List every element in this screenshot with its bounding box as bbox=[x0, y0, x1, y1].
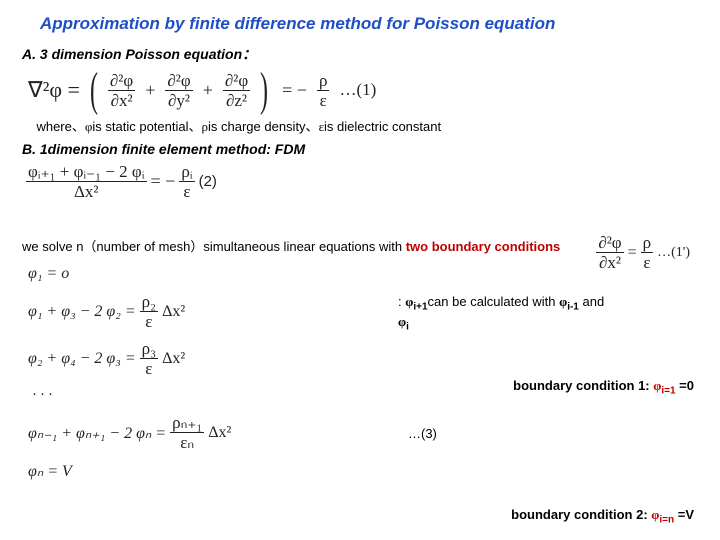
boundary-condition-1: boundary condition 1: φi=1 =0 bbox=[513, 378, 694, 397]
equation-1-prime: ∂²φ ∂x² = ρ ε …(1') bbox=[596, 234, 690, 271]
equation-2: φᵢ₊₁ + φᵢ₋₁ − 2 φᵢ Δx² = − ρᵢ ε (2) bbox=[26, 163, 698, 200]
eq2-explanation: : φi+1can be calculated with φi-1 and φi bbox=[398, 294, 698, 333]
eq3-tag: …(3) bbox=[408, 426, 437, 441]
plus-icon: + bbox=[141, 80, 159, 101]
eq1-term2: ∂²φ ∂y² bbox=[165, 72, 192, 109]
section-a-heading: A. 3 dimension Poisson equation： bbox=[22, 44, 698, 64]
open-paren-icon: ( bbox=[90, 70, 98, 110]
eq-list-row-last: φₙ = V bbox=[28, 461, 698, 481]
boundary-condition-2: boundary condition 2: φi=n =V bbox=[511, 507, 694, 526]
where-line: where、φis static potential、ρis charge de… bbox=[22, 116, 698, 135]
eq1-term1: ∂²φ ∂x² bbox=[108, 72, 135, 109]
slide-page: Approximation by finite difference metho… bbox=[0, 0, 720, 540]
equation-1: ∇²φ = ( ∂²φ ∂x² + ∂²φ ∂y² + ∂²φ ∂z² ) = … bbox=[28, 70, 698, 110]
eq1-term3: ∂²φ ∂z² bbox=[223, 72, 250, 109]
page-title: Approximation by finite difference metho… bbox=[40, 14, 698, 34]
close-paren-icon: ) bbox=[260, 70, 268, 110]
eq-list-row-n: φₙ₋₁ + φₙ₊₁ − 2 φₙ = ρₙ₊₁ εₙ Δx² bbox=[28, 414, 698, 451]
eq1-rhs: ρ ε bbox=[317, 72, 329, 109]
plus-icon: + bbox=[199, 80, 217, 101]
eq1-tag: …(1) bbox=[339, 80, 376, 100]
eq1-lhs: ∇²φ = bbox=[28, 77, 80, 103]
eq-list-row-3: φ₂ + φ₄ − 2 φ₃ = ρ₃ ε Δx² bbox=[28, 340, 698, 377]
equals-icon: = − bbox=[278, 80, 311, 101]
section-b-heading: B. 1dimension finite element method: FDM bbox=[22, 141, 698, 157]
